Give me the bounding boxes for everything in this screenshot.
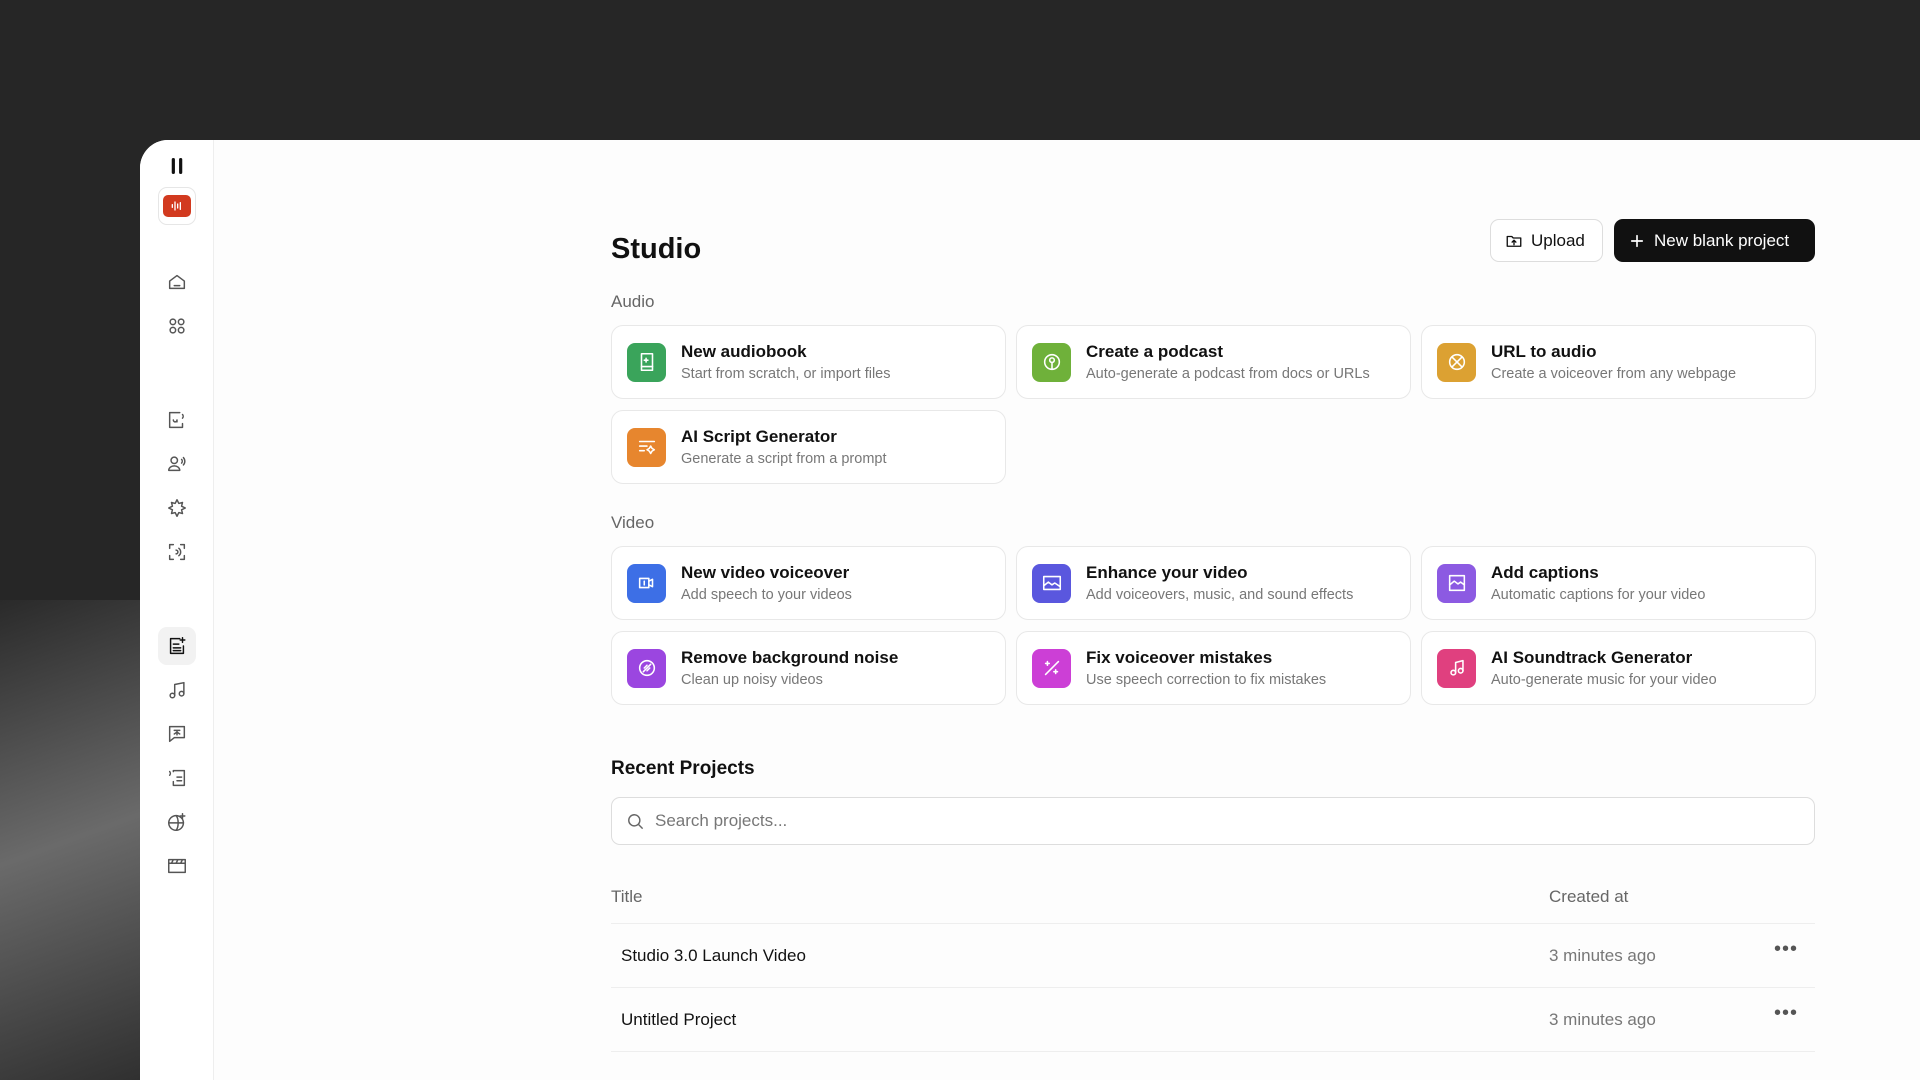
agents-icon[interactable] — [158, 803, 196, 841]
plus-icon — [1630, 234, 1644, 247]
table-row[interactable]: Studio 3.0 Launch Video 3 minutes ago ••… — [611, 923, 1815, 987]
card-subtitle: Auto-generate music for your video — [1491, 672, 1717, 688]
card-subtitle: Automatic captions for your video — [1491, 587, 1706, 603]
text-to-speech-icon[interactable] — [158, 401, 196, 439]
video-icon[interactable] — [158, 847, 196, 885]
column-header-title[interactable]: Title — [611, 887, 643, 906]
card-title: URL to audio — [1491, 342, 1597, 361]
card-subtitle: Generate a script from a prompt — [681, 451, 887, 467]
project-title: Untitled Project — [621, 1010, 737, 1029]
card-title: New video voiceover — [681, 563, 850, 582]
card-new-video-voiceover[interactable]: New video voiceover Add speech to your v… — [611, 546, 1006, 620]
card-ai-script-generator[interactable]: AI Script Generator Generate a script fr… — [611, 410, 1006, 484]
card-url-to-audio[interactable]: URL to audio Create a voiceover from any… — [1421, 325, 1816, 399]
card-title: Create a podcast — [1086, 342, 1223, 361]
card-subtitle: Start from scratch, or import files — [681, 366, 891, 382]
card-title: Add captions — [1491, 563, 1599, 582]
card-subtitle: Use speech correction to fix mistakes — [1086, 672, 1327, 688]
card-title: Enhance your video — [1086, 563, 1248, 582]
voice-clone-icon[interactable] — [158, 445, 196, 483]
recent-projects-heading: Recent Projects — [611, 758, 755, 779]
noise-remove-icon — [627, 648, 666, 688]
project-created-at: 3 minutes ago — [1549, 1010, 1656, 1029]
card-add-captions[interactable]: Add captions Automatic captions for your… — [1421, 546, 1816, 620]
music-note-icon — [1437, 648, 1476, 688]
card-title: AI Soundtrack Generator — [1491, 648, 1693, 667]
more-options-icon[interactable]: ••• — [1774, 938, 1799, 960]
audio-section-label: Audio — [611, 292, 655, 311]
book-icon — [627, 342, 666, 382]
card-remove-background-noise[interactable]: Remove background noise Clean up noisy v… — [611, 631, 1006, 705]
card-subtitle: Add voiceovers, music, and sound effects — [1086, 587, 1354, 603]
sound-effects-icon[interactable] — [158, 489, 196, 527]
app-logo[interactable] — [158, 187, 196, 225]
video-section-label: Video — [611, 513, 655, 532]
card-ai-soundtrack-generator[interactable]: AI Soundtrack Generator Auto-generate mu… — [1421, 631, 1816, 705]
script-sparkle-icon — [627, 427, 666, 467]
music-icon[interactable] — [158, 671, 196, 709]
card-subtitle: Create a voiceover from any webpage — [1491, 366, 1737, 382]
column-header-created-at[interactable]: Created at — [1549, 887, 1629, 906]
sidebar — [140, 140, 214, 1080]
search-icon — [628, 813, 644, 829]
page-title: Studio — [611, 233, 702, 265]
new-project-label: New blank project — [1654, 230, 1790, 250]
table-row[interactable]: Untitled Project 3 minutes ago ••• — [611, 987, 1815, 1051]
captions-icon — [1437, 563, 1476, 603]
project-created-at: 3 minutes ago — [1549, 946, 1656, 965]
card-enhance-your-video[interactable]: Enhance your video Add voiceovers, music… — [1016, 546, 1411, 620]
pause-icon[interactable] — [158, 147, 196, 185]
background — [0, 600, 140, 1080]
search-projects[interactable] — [611, 797, 1815, 845]
card-subtitle: Auto-generate a podcast from docs or URL… — [1086, 366, 1370, 382]
more-options-icon[interactable]: ••• — [1774, 1002, 1799, 1024]
video-voice-icon — [627, 563, 666, 603]
podcast-icon — [1032, 342, 1071, 382]
apps-grid-icon[interactable] — [158, 307, 196, 345]
card-title: AI Script Generator — [681, 427, 837, 446]
studio-icon[interactable] — [158, 627, 196, 665]
search-input[interactable] — [655, 811, 1755, 831]
card-create-a-podcast[interactable]: Create a podcast Auto-generate a podcast… — [1016, 325, 1411, 399]
speech-to-text-icon[interactable] — [158, 759, 196, 797]
card-fix-voiceover-mistakes[interactable]: Fix voiceover mistakes Use speech correc… — [1016, 631, 1411, 705]
card-new-audiobook[interactable]: New audiobook Start from scratch, or imp… — [611, 325, 1006, 399]
folder-upload-icon — [1506, 235, 1522, 247]
upload-label: Upload — [1531, 230, 1585, 250]
upload-button[interactable]: Upload — [1490, 219, 1603, 262]
image-enhance-icon — [1032, 563, 1071, 603]
card-title: Remove background noise — [681, 648, 899, 667]
project-title: Studio 3.0 Launch Video — [621, 946, 806, 965]
card-title: New audiobook — [681, 342, 807, 361]
app-window: Studio Upload New blank project Audio Ne… — [140, 140, 1920, 1080]
home-icon[interactable] — [158, 263, 196, 301]
wand-icon — [1032, 648, 1071, 688]
table-divider — [611, 1051, 1815, 1080]
dubbing-icon[interactable] — [158, 715, 196, 753]
globe-link-icon — [1437, 342, 1476, 382]
card-title: Fix voiceover mistakes — [1086, 648, 1273, 667]
voice-isolator-icon[interactable] — [158, 533, 196, 571]
card-subtitle: Clean up noisy videos — [681, 672, 823, 688]
card-subtitle: Add speech to your videos — [681, 587, 852, 603]
new-blank-project-button[interactable]: New blank project — [1614, 219, 1815, 262]
